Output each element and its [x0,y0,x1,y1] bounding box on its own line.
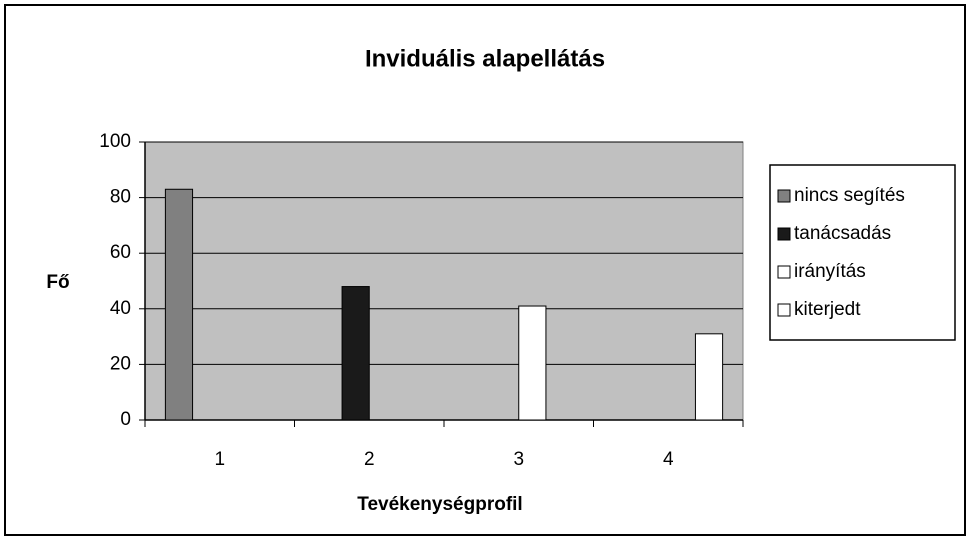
legend-label: nincs segítés [794,185,905,206]
x-tick-label: 1 [214,449,225,470]
x-tick-label: 4 [663,449,674,470]
legend-swatch [777,265,791,279]
x-axis-label: Tevékenységprofil [357,494,522,515]
y-tick-label: 20 [110,353,131,374]
plot-area [144,141,744,421]
y-tick-label: 40 [110,298,131,319]
bar [164,188,194,421]
legend-box [769,164,956,341]
legend-swatch [777,189,791,203]
y-tick-label: 100 [99,131,131,152]
y-axis-label: Fő [46,272,69,293]
y-tick-label: 0 [120,409,131,430]
bar [341,286,370,421]
chart-title: Inviduális alapellátás [365,45,605,72]
y-tick-label: 80 [110,187,131,208]
legend-swatch [777,303,791,317]
x-tick-label: 2 [364,449,375,470]
legend-label: tanácsadás [794,223,891,244]
legend-swatch [777,227,791,241]
bar [694,333,724,421]
x-tick-label: 3 [513,449,524,470]
legend-label: kiterjedt [794,299,861,320]
bar [518,305,547,421]
y-tick-label: 60 [110,242,131,263]
legend-label: irányítás [794,261,866,282]
